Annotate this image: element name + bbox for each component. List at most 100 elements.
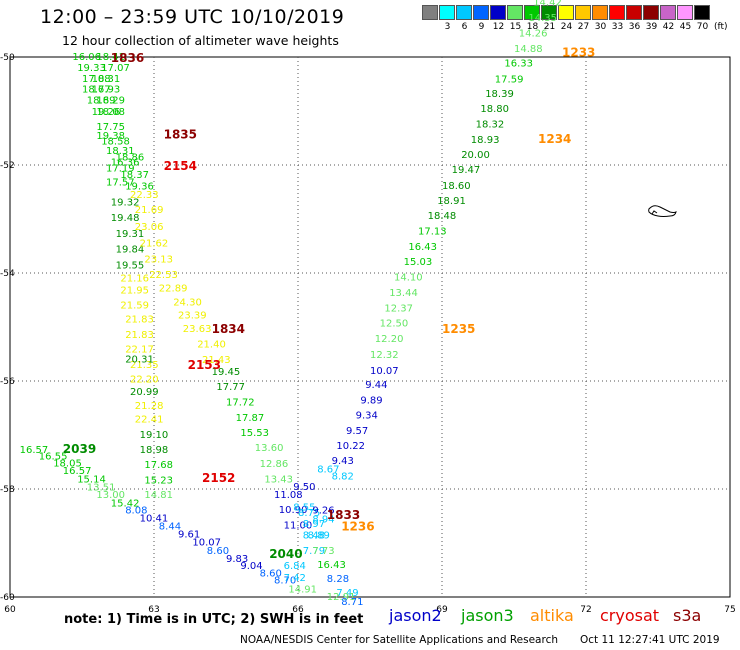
wave-height-value: 19.55 xyxy=(116,261,145,272)
wave-height-value: 9.34 xyxy=(356,410,378,421)
colorbar-bin: 24 xyxy=(558,5,575,32)
wave-height-value: 10.90 xyxy=(279,505,308,516)
generated-timestamp: Oct 11 12:27:41 UTC 2019 xyxy=(580,634,720,646)
island-outline-shape xyxy=(648,205,677,217)
colorbar-swatch xyxy=(643,5,659,20)
wave-height-value: 18.48 xyxy=(428,211,457,222)
wave-height-value: 8.60 xyxy=(260,568,282,579)
wave-height-value: 18.67 xyxy=(82,85,111,96)
wave-height-value: 18.86 xyxy=(116,153,145,164)
wave-height-value: 11.00 xyxy=(284,520,313,531)
wave-height-value: 19.26 xyxy=(92,107,121,118)
wave-height-value: 19.45 xyxy=(212,367,241,378)
wave-height-value: 17.93 xyxy=(92,85,121,96)
map-border xyxy=(9,56,731,598)
colorbar-label: 18 xyxy=(526,22,539,32)
wave-height-value: 18.93 xyxy=(471,135,500,146)
map-axes: 60 63 66 69 72 75 -50 -52 -54 -56 -58 -60 xyxy=(0,53,736,615)
colorbar-bin: 70 xyxy=(694,5,711,32)
wave-height-value: 13.43 xyxy=(264,475,293,486)
wave-height-value: 20.99 xyxy=(130,387,159,398)
wave-height-value: 12.32 xyxy=(370,350,399,361)
wave-height-value: 17.77 xyxy=(216,382,245,393)
wave-height-value: 17.72 xyxy=(226,397,255,408)
colorbar-bin: 36 xyxy=(626,5,643,32)
wave-height-value: 20.00 xyxy=(461,150,490,161)
lat-tick-label--52: -52 xyxy=(0,161,15,171)
colorbar-label: 21 xyxy=(543,22,556,32)
colorbar-label: 70 xyxy=(696,22,709,32)
satellite-label-cryosat: cryosat xyxy=(600,606,660,625)
lon-tick-label-75: 75 xyxy=(724,605,735,615)
wave-height-value: 22.17 xyxy=(125,344,154,355)
wave-height-value: 15.53 xyxy=(240,428,269,439)
wave-height-value: 18.58 xyxy=(101,136,130,147)
wave-height-value: 16.43 xyxy=(408,242,437,253)
page-title: 12:00 – 23:59 UTC 10/10/2019 xyxy=(40,6,345,28)
wave-height-value: 9.50 xyxy=(293,482,315,493)
island-outline xyxy=(648,205,677,217)
wave-height-value: 9.44 xyxy=(365,380,387,391)
colorbar-swatch xyxy=(439,5,455,20)
lon-tick-label-63: 63 xyxy=(148,605,159,615)
wave-height-value: 21.59 xyxy=(120,301,149,312)
colorbar-swatch xyxy=(473,5,489,20)
pass-time-label: 2154 xyxy=(164,159,197,173)
satellite-label-jason2: jason2 xyxy=(389,606,442,625)
wave-height-value: 18.80 xyxy=(480,104,509,115)
wave-height-value: 23.13 xyxy=(144,255,173,266)
wave-height-value: 9.61 xyxy=(178,530,200,541)
wave-height-value: 13.51 xyxy=(87,483,116,494)
satellite-label-s3a: s3a xyxy=(673,606,702,625)
wave-height-value: 22.89 xyxy=(159,283,188,294)
pass-time-label: 1233 xyxy=(562,45,595,59)
wave-height-value: 19.38 xyxy=(96,131,125,142)
wave-height-value: 22.41 xyxy=(135,415,164,426)
wave-height-value: 21.16 xyxy=(120,274,149,285)
colorbar-unit: (ft) xyxy=(714,22,728,32)
wave-height-value: 20.31 xyxy=(125,355,154,366)
colorbar-bin: 45 xyxy=(677,5,694,32)
wave-height-points: 16.0618.4119.3317.0717.0818.3118.6717.93… xyxy=(20,0,562,608)
wave-height-value: 8.28 xyxy=(327,574,349,585)
wave-height-value: 18.39 xyxy=(485,89,514,100)
colorbar-swatch xyxy=(541,5,557,20)
colorbar-swatch xyxy=(490,5,506,20)
colorbar-bin: 9 xyxy=(473,5,490,32)
wave-height-value: 8.70 xyxy=(274,576,296,587)
wave-height-value: 18.41 xyxy=(96,52,125,63)
satellite-label-jason3: jason3 xyxy=(461,606,514,625)
wave-height-value: 14.42 xyxy=(533,0,562,9)
wave-height-value: 24.30 xyxy=(173,297,202,308)
pass-time-label: 1234 xyxy=(538,132,571,146)
colorbar-bin: 30 xyxy=(592,5,609,32)
wave-height-value: 19.47 xyxy=(452,165,481,176)
wave-height-value: 9.83 xyxy=(226,554,248,565)
wave-height-value: 18.05 xyxy=(53,458,82,469)
wave-height-value: 16.57 xyxy=(63,466,92,477)
wave-height-value: 23.39 xyxy=(178,310,207,321)
wave-height-value: 21.95 xyxy=(120,286,149,297)
colorbar-swatch xyxy=(422,5,438,20)
wave-height-value: 14.26 xyxy=(519,28,548,39)
satellite-label-altika: altika xyxy=(530,606,574,625)
wave-height-value: 18.31 xyxy=(92,74,121,85)
pass-time-label: 2153 xyxy=(188,358,221,372)
colorbar-legend: 3 6 9 12 15 18 21 24 27 30 33 36 39 42 45 70 (ft) xyxy=(422,5,728,32)
wave-height-value: 6.84 xyxy=(284,561,306,572)
wave-height-value: 19.32 xyxy=(111,198,140,209)
colorbar-label: 33 xyxy=(611,22,624,32)
wave-height-value: 17.07 xyxy=(101,63,130,74)
wave-height-value: 17.13 xyxy=(418,227,447,238)
wave-height-value: 8.60 xyxy=(207,546,229,557)
wave-height-value: 9.04 xyxy=(240,561,262,572)
colorbar-label: 3 xyxy=(444,22,451,32)
colorbar-label: 24 xyxy=(560,22,573,32)
wave-height-value: 21.69 xyxy=(135,205,164,216)
wave-height-value: 16.55 xyxy=(39,451,68,462)
colorbar-bin: 6 xyxy=(456,5,473,32)
wave-height-value: 21.83 xyxy=(125,315,154,326)
wave-height-value: 12.86 xyxy=(260,459,289,470)
colorbar-bin: 21 xyxy=(541,5,558,32)
wave-height-value: 22.53 xyxy=(149,270,178,281)
